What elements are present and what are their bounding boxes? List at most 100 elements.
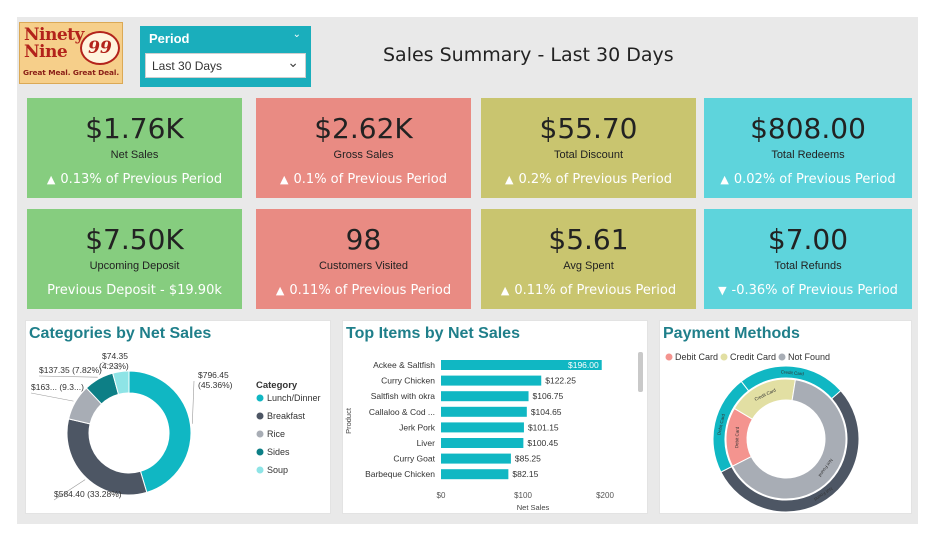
data-label: $196.00 <box>568 360 599 370</box>
leader-line <box>192 380 195 424</box>
legend-swatch <box>256 430 264 438</box>
data-label: $163... (9.3...) <box>31 382 84 392</box>
kpi-change-text: 0.13% of Previous Period <box>60 172 223 187</box>
legend-item[interactable]: Debit Card <box>675 352 718 362</box>
data-label: $137.35 (7.82%) <box>39 365 102 375</box>
period-slicer: Period ⌄ Last 30 Days ⌄ <box>140 26 311 87</box>
legend-item[interactable]: Not Found <box>788 352 830 362</box>
legend-swatch <box>256 412 264 420</box>
kpi-label: Upcoming Deposit <box>89 260 180 272</box>
scrollbar-thumb[interactable] <box>638 352 643 392</box>
kpi-value: $1.76K <box>85 112 184 145</box>
kpi-change: ▲ 0.13% of Previous Period <box>27 171 242 188</box>
kpi-change-text: -0.36% of Previous Period <box>731 283 898 298</box>
data-label: $101.15 <box>528 422 559 432</box>
legend-swatch <box>256 394 264 402</box>
data-label: $106.75 <box>533 391 564 401</box>
leader-line <box>38 375 98 378</box>
up-arrow-icon: ▲ <box>275 284 285 297</box>
chevron-down-icon[interactable]: ⌄ <box>287 55 299 71</box>
top-items-bar-chart[interactable]: Ackee & Saltfish $196.00 Curry Chicken $122… <box>343 321 649 515</box>
kpi-value: $7.50K <box>85 223 184 256</box>
x-tick-label: $0 <box>437 491 446 500</box>
bar[interactable] <box>441 406 527 417</box>
legend-swatch <box>256 448 264 456</box>
kpi-label: Total Refunds <box>774 260 842 272</box>
top-items-panel: Top Items by Net Sales Ackee & Saltfish $… <box>342 320 648 514</box>
kpi-change-text: 0.2% of Previous Period <box>518 172 672 187</box>
category-label: Ackee & Saltfish <box>373 360 435 370</box>
ring-slice-not-found[interactable] <box>731 379 847 500</box>
kpi-change-text: 0.11% of Previous Period <box>514 283 677 298</box>
data-label: $584.40 (33.28%) <box>54 489 122 499</box>
legend-swatch <box>720 353 728 361</box>
ring-slice-not-found[interactable] <box>720 390 860 513</box>
kpi-card-total-refunds[interactable]: $7.00 Total Refunds ▼ -0.36% of Previous … <box>704 209 912 309</box>
kpi-card-customers-visited[interactable]: 98 Customers Visited ▲ 0.11% of Previous … <box>256 209 471 309</box>
leader-line <box>53 479 86 501</box>
legend-item[interactable]: Lunch/Dinner <box>267 393 321 403</box>
kpi-change-text: Previous Deposit - $19.90k <box>47 283 222 298</box>
legend-item[interactable]: Soup <box>267 465 288 475</box>
kpi-label: Net Sales <box>110 149 159 161</box>
kpi-change: Previous Deposit - $19.90k <box>27 282 242 299</box>
kpi-card-net-sales[interactable]: $1.76K Net Sales ▲ 0.13% of Previous Peri… <box>27 98 242 198</box>
kpi-change-text: 0.1% of Previous Period <box>293 172 447 187</box>
x-axis-title: Net Sales <box>517 503 550 512</box>
kpi-card-avg-spent[interactable]: $5.61 Avg Spent ▲ 0.11% of Previous Perio… <box>481 209 696 309</box>
bar[interactable] <box>441 422 524 433</box>
kpi-label: Avg Spent <box>563 260 614 272</box>
leader-line <box>30 392 74 402</box>
bar[interactable] <box>441 453 511 464</box>
category-label: Jerk Pork <box>399 422 436 432</box>
data-label: $82.15 <box>512 469 538 479</box>
logo-badge: 99 <box>80 31 120 65</box>
leader-line <box>101 361 121 370</box>
legend-item[interactable]: Credit Card <box>730 352 776 362</box>
bar[interactable] <box>441 469 509 480</box>
up-arrow-icon: ▲ <box>500 284 510 297</box>
payment-methods-donut-chart[interactable]: Debit Card Credit Card Not Found Debit Car… <box>660 321 913 515</box>
bar[interactable] <box>441 391 529 402</box>
kpi-card-upcoming-deposit[interactable]: $7.50K Upcoming Deposit Previous Deposit… <box>27 209 242 309</box>
categories-donut-chart[interactable]: $796.45(45.36%) $584.40 (33.28%) $163... (… <box>26 321 332 515</box>
payments-panel: Payment Methods Debit Card Credit Card Not… <box>659 320 912 514</box>
kpi-card-total-discount[interactable]: $55.70 Total Discount ▲ 0.2% of Previous … <box>481 98 696 198</box>
kpi-change: ▲ 0.1% of Previous Period <box>256 171 471 188</box>
legend-item[interactable]: Rice <box>267 429 285 439</box>
legend-title: Category <box>256 380 298 391</box>
data-label: $122.25 <box>545 376 576 386</box>
bar[interactable] <box>441 360 602 370</box>
data-label: $74.35 <box>102 351 128 361</box>
legend-swatch <box>778 353 786 361</box>
kpi-change: ▼ -0.36% of Previous Period <box>704 282 912 299</box>
kpi-card-total-redeems[interactable]: $808.00 Total Redeems ▲ 0.02% of Previous… <box>704 98 912 198</box>
kpi-value: $808.00 <box>750 112 866 145</box>
period-dropdown[interactable]: Last 30 Days ⌄ <box>145 53 306 78</box>
donut-slice-soup[interactable] <box>112 370 130 396</box>
page-title: Sales Summary - Last 30 Days <box>383 44 674 66</box>
slicer-collapse-icon[interactable]: ⌄ <box>292 29 301 40</box>
data-label: $85.25 <box>515 454 541 464</box>
bar[interactable] <box>441 438 524 448</box>
legend-swatch <box>665 353 673 361</box>
kpi-card-gross-sales[interactable]: $2.62K Gross Sales ▲ 0.1% of Previous Per… <box>256 98 471 198</box>
bar[interactable] <box>441 375 542 386</box>
kpi-change: ▲ 0.02% of Previous Period <box>704 171 912 188</box>
data-label: $100.45 <box>527 438 558 448</box>
kpi-change-text: 0.11% of Previous Period <box>289 283 452 298</box>
category-label: Curry Chicken <box>381 376 435 386</box>
kpi-change: ▲ 0.2% of Previous Period <box>481 171 696 188</box>
x-tick-label: $100 <box>514 491 532 500</box>
legend-item[interactable]: Breakfast <box>267 411 306 421</box>
kpi-value: $5.61 <box>548 223 629 256</box>
ring-label: Credit Card <box>781 369 805 376</box>
logo-line2: Nine <box>24 42 68 62</box>
donut-slice-lunch-dinner[interactable] <box>128 370 192 494</box>
data-label: (4.23%) <box>99 361 129 371</box>
ring-label: Debit Card <box>734 426 740 448</box>
legend-item[interactable]: Sides <box>267 447 290 457</box>
kpi-label: Total Discount <box>553 149 624 161</box>
category-label: Liver <box>417 438 436 448</box>
kpi-label: Gross Sales <box>333 149 394 161</box>
